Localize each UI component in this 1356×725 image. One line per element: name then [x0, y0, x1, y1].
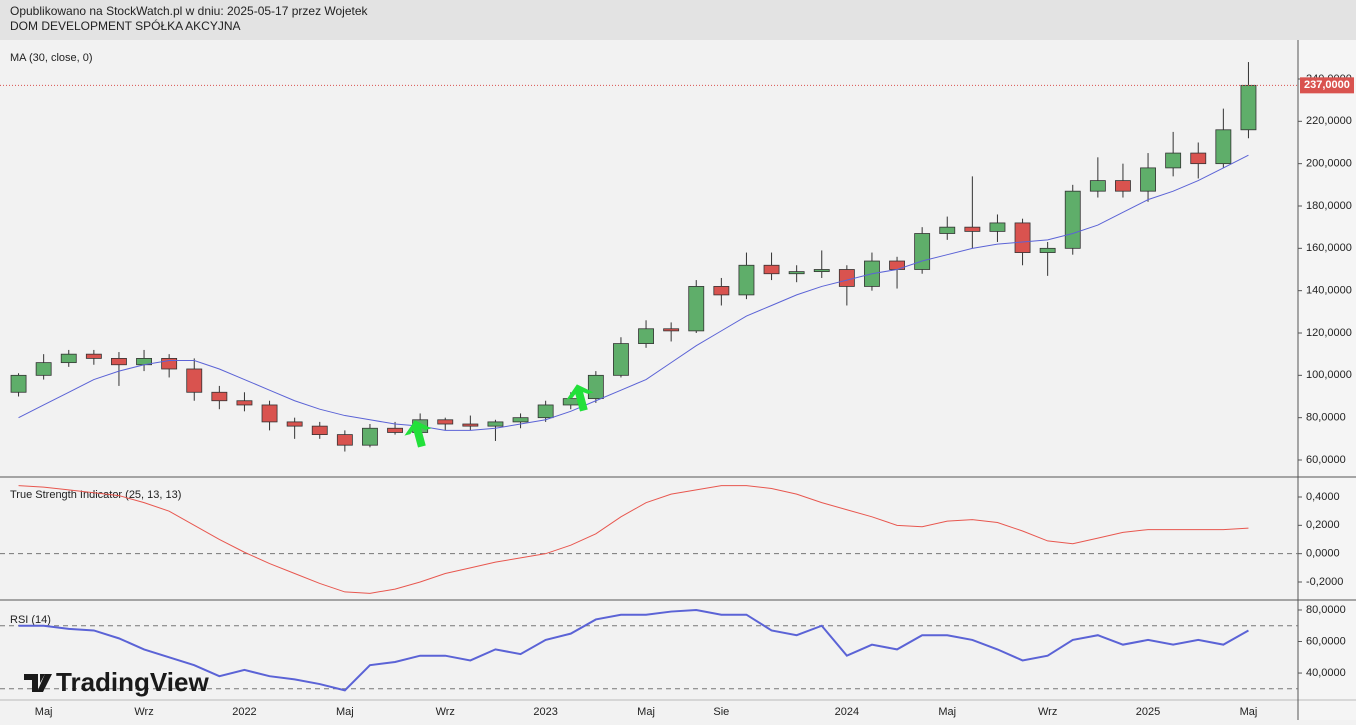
candle-body	[111, 357, 127, 366]
candle-body	[236, 400, 253, 406]
pane-title: True Strength Indicator (25, 13, 13)	[10, 489, 181, 501]
y-tick-label: 140,0000	[1306, 285, 1352, 297]
candle-body	[1089, 180, 1106, 192]
candle-body	[1190, 152, 1207, 165]
candle-body	[763, 264, 780, 275]
candle-body	[261, 404, 278, 423]
candle-body	[562, 398, 579, 406]
candle-body	[1140, 167, 1156, 192]
last-price-box	[1300, 77, 1354, 94]
candle-body	[914, 233, 931, 270]
x-tick-label: Maj	[336, 706, 354, 718]
y-tick-label: 60,0000	[1306, 454, 1346, 466]
x-tick-label: 2022	[232, 706, 256, 718]
last-price-label: 237,0000	[1304, 79, 1350, 91]
plot-bg	[0, 40, 1298, 700]
y-tick-label: 180,0000	[1306, 200, 1352, 212]
candle-body	[60, 353, 77, 364]
candle-body	[688, 286, 705, 332]
axis-bg	[1298, 40, 1356, 720]
y-tick-label: 60,0000	[1306, 635, 1346, 647]
pane-title: MA (30, close, 0)	[10, 52, 93, 64]
logo: TradingView	[24, 667, 209, 697]
x-tick-label: Wrz	[1038, 706, 1057, 718]
candle-body	[613, 343, 629, 376]
candle-body	[211, 391, 228, 402]
y-tick-label: 40,0000	[1306, 667, 1346, 679]
candle-body	[1014, 222, 1031, 253]
y-tick-label: 160,0000	[1306, 242, 1352, 254]
candle-body	[311, 425, 328, 436]
x-tick-label: Wrz	[436, 706, 455, 718]
y-tick-label: 80,0000	[1306, 412, 1346, 424]
indicator-line	[18, 485, 1249, 594]
candle-body	[1240, 84, 1257, 131]
candle-body	[387, 427, 403, 433]
signal-arrows	[404, 384, 594, 448]
y-tick-label: -0,2000	[1306, 576, 1343, 588]
candle-body	[487, 421, 504, 427]
candle-body	[989, 222, 1006, 232]
candle-body	[362, 427, 378, 446]
x-tick-label: Maj	[637, 706, 655, 718]
buy-arrow	[566, 384, 594, 412]
candle-body	[738, 264, 755, 296]
x-tick-label: Maj	[938, 706, 956, 718]
candle-body	[587, 374, 604, 400]
y-tick-label: 100,0000	[1306, 369, 1352, 381]
candle-body	[537, 404, 554, 419]
logo-text: TradingView	[56, 667, 209, 697]
candle-body	[663, 328, 680, 332]
pane-title: RSI (14)	[10, 614, 51, 626]
candle-body	[1039, 247, 1056, 253]
candle-body	[1064, 190, 1081, 249]
candle-body	[161, 357, 178, 370]
candle-body	[964, 226, 981, 232]
header-bg	[0, 0, 1356, 40]
candle-body	[713, 286, 730, 296]
candle-body	[813, 269, 830, 273]
candle-body	[1115, 180, 1131, 192]
x-tick-label: Sie	[713, 706, 729, 718]
candle-body	[35, 362, 52, 376]
y-tick-label: 0,2000	[1306, 519, 1340, 531]
y-tick-label: 220,0000	[1306, 115, 1352, 127]
logo-mark	[24, 674, 52, 692]
buy-arrow	[404, 420, 432, 448]
x-tick-label: Maj	[35, 706, 53, 718]
marks	[0, 62, 1298, 692]
x-tick-label: 2024	[835, 706, 859, 718]
candle-body	[85, 353, 102, 359]
x-tick-label: Maj	[1240, 706, 1258, 718]
y-tick-label: 80,0000	[1306, 604, 1346, 616]
y-tick-label: 200,0000	[1306, 158, 1352, 170]
y-tick-label: 0,0000	[1306, 548, 1340, 560]
candle-body	[512, 417, 529, 423]
candle-body	[10, 374, 27, 393]
candle-body	[336, 434, 353, 446]
x-tick-label: 2023	[533, 706, 557, 718]
candle-body	[939, 226, 956, 234]
candle-body	[638, 328, 654, 344]
ma-line	[18, 154, 1249, 431]
header-line: DOM DEVELOPMENT SPÓŁKA AKCYJNA	[10, 18, 241, 33]
candle-body	[838, 269, 855, 287]
y-tick-label: 120,0000	[1306, 327, 1352, 339]
x-tick-label: Wrz	[134, 706, 153, 718]
header-line: Opublikowano na StockWatch.pl w dniu: 20…	[10, 4, 369, 18]
y-tick-label: 0,4000	[1306, 491, 1340, 503]
x-tick-label: 2025	[1136, 706, 1160, 718]
candle-body	[788, 271, 805, 275]
candle-body	[286, 421, 303, 427]
candle-body	[437, 419, 454, 425]
indicator-line	[18, 608, 1249, 692]
candle-body	[186, 368, 203, 393]
candle-body	[1165, 152, 1182, 169]
candle-body	[462, 423, 479, 427]
candle-body	[1215, 129, 1232, 165]
